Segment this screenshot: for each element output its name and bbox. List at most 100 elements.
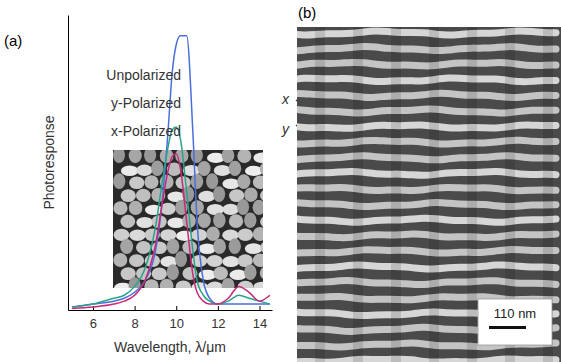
inset-grain xyxy=(144,175,158,189)
inset-grain xyxy=(151,160,163,176)
x-tick-label: 14 xyxy=(253,316,267,331)
inset-grain xyxy=(176,280,191,288)
micrograph-stripe xyxy=(297,265,556,269)
inset-grain xyxy=(253,200,263,215)
micrograph-stripe xyxy=(297,47,556,51)
x-tick: 14 xyxy=(253,306,267,331)
x-tick-mark xyxy=(176,306,177,310)
inset-grain xyxy=(160,279,174,288)
series-label: y-Polarized xyxy=(111,95,181,111)
scale-bar-box xyxy=(478,299,552,345)
panel-label: (a) xyxy=(4,32,22,49)
inset-grain xyxy=(206,173,218,189)
inset-grain xyxy=(120,215,135,228)
scale-bar-line xyxy=(489,326,526,329)
inset-grain xyxy=(260,162,263,176)
micrograph-stripe xyxy=(297,234,556,238)
x-tick: 12 xyxy=(211,306,225,331)
micrograph-band xyxy=(429,27,439,362)
inset-grain xyxy=(167,217,184,228)
inset-grain xyxy=(167,239,180,254)
inset-grain xyxy=(129,230,146,241)
micrograph-stripe xyxy=(297,31,556,35)
micrograph-stripe xyxy=(297,93,556,97)
inset-grain xyxy=(244,264,256,280)
micrograph xyxy=(297,27,561,362)
inset-grain xyxy=(136,164,152,176)
plot-area xyxy=(72,36,270,309)
inset-grain xyxy=(129,176,144,189)
inset-grain xyxy=(120,239,133,254)
x-tick-mark xyxy=(218,306,219,310)
inset-grain xyxy=(191,150,203,163)
inset-grain xyxy=(113,150,125,163)
micrograph-stripe xyxy=(297,281,556,285)
inset-grain xyxy=(253,253,263,267)
inset-grain xyxy=(136,217,153,228)
inset-grain xyxy=(213,186,225,202)
inset-grain xyxy=(238,229,254,241)
inset-grain xyxy=(222,178,239,189)
inset-grain xyxy=(260,241,263,254)
inset-grain xyxy=(121,189,136,202)
micrograph-band xyxy=(467,27,477,362)
inset-grain xyxy=(198,191,215,202)
inset-grain xyxy=(136,189,151,202)
inset-grain xyxy=(222,256,239,267)
inset-grain xyxy=(214,165,231,176)
inset-grain xyxy=(175,251,187,267)
inset-grain xyxy=(207,255,223,267)
inset-grain xyxy=(198,213,211,228)
series-line xyxy=(72,127,270,307)
micrograph-stripe xyxy=(297,218,556,222)
inset-grain xyxy=(253,175,263,189)
inset-grain xyxy=(191,229,207,241)
micrograph-stripe xyxy=(297,78,556,82)
inset-grain xyxy=(207,281,223,288)
micrograph-stripe xyxy=(297,187,556,190)
inset-grain xyxy=(113,201,127,215)
micrograph-stripe xyxy=(297,250,556,254)
series-label: x-Polarized xyxy=(111,123,181,139)
inset-grain xyxy=(191,174,204,189)
scale-bar: 110 nm xyxy=(478,299,552,345)
inset-grain xyxy=(222,204,239,215)
x-tick: 6 xyxy=(90,306,97,331)
series-label: Unpolarized xyxy=(106,67,181,83)
micrograph-stripe xyxy=(297,156,556,160)
x-axis-line xyxy=(69,310,273,311)
x-tick-mark xyxy=(135,306,136,310)
micrograph-band xyxy=(353,27,363,362)
inset-grain xyxy=(244,212,256,228)
inset-grain xyxy=(152,267,167,280)
inset-grain xyxy=(113,253,127,267)
inset-grain xyxy=(237,150,251,163)
inset-grain xyxy=(167,264,179,280)
micrograph-stripe xyxy=(297,202,556,206)
inset-grain xyxy=(222,278,235,288)
axes-key-label: x xyxy=(281,91,290,107)
inset-grain xyxy=(206,227,220,241)
micrograph-band xyxy=(315,27,325,362)
inset-grain xyxy=(222,150,235,163)
scale-bar-label: 110 nm xyxy=(494,306,536,321)
inset-grain xyxy=(213,239,226,254)
x-tick-label: 12 xyxy=(211,316,225,331)
inset-grain xyxy=(229,214,243,228)
panel-label: (b) xyxy=(298,4,316,21)
inset-grain xyxy=(121,166,139,176)
x-tick-label: 6 xyxy=(90,316,97,331)
inset-grain xyxy=(144,150,156,163)
inset-grain xyxy=(244,187,257,202)
x-axis: 68101214 xyxy=(69,306,273,331)
x-tick: 10 xyxy=(170,306,184,331)
inset-grain xyxy=(129,150,142,163)
inset-grain xyxy=(129,254,144,267)
inset-grain xyxy=(229,238,241,254)
y-axis-line xyxy=(68,16,69,311)
x-tick-label: 10 xyxy=(170,316,184,331)
inset-background xyxy=(113,150,263,288)
inset-grain xyxy=(144,279,158,288)
micrograph-stripe xyxy=(297,125,556,128)
micrograph-stripe xyxy=(297,171,556,175)
